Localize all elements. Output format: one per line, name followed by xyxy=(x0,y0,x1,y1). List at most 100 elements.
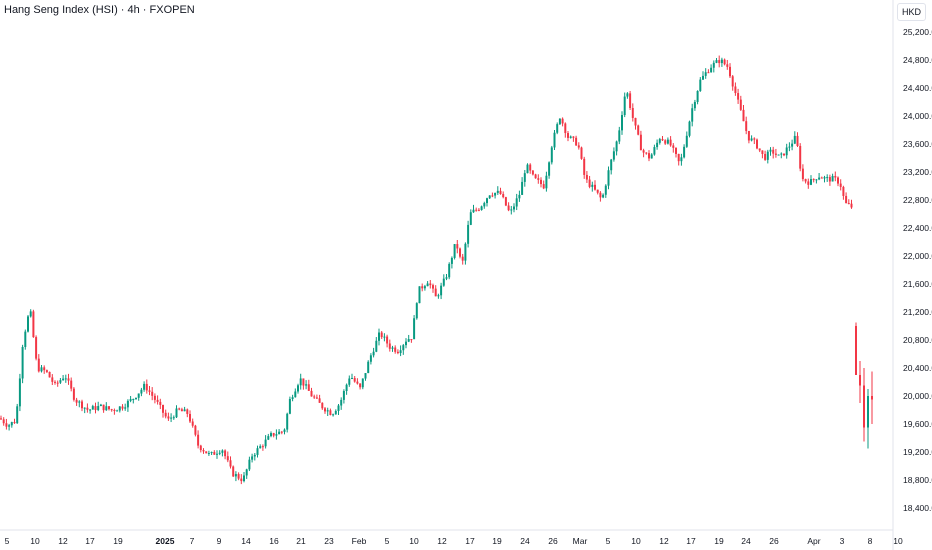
candle xyxy=(148,385,151,396)
candle xyxy=(518,190,521,202)
candle xyxy=(172,415,175,420)
candle xyxy=(777,154,780,156)
candle xyxy=(353,375,356,383)
candle xyxy=(159,398,162,410)
candle xyxy=(567,131,569,142)
x-tick-label: 17 xyxy=(85,536,95,546)
candle xyxy=(828,174,831,186)
y-tick-label: 20,000.0 xyxy=(903,391,932,401)
candle xyxy=(661,136,664,141)
candle xyxy=(402,343,405,355)
candle xyxy=(305,380,308,390)
candle xyxy=(791,139,794,151)
candle xyxy=(577,142,580,150)
candle xyxy=(270,431,272,438)
candle xyxy=(723,58,726,66)
candle xyxy=(59,377,62,384)
candle xyxy=(313,394,316,399)
candle xyxy=(83,407,86,414)
candle xyxy=(64,374,67,383)
candle xyxy=(793,131,796,145)
candle xyxy=(391,345,394,352)
candle xyxy=(871,371,873,424)
candle xyxy=(170,413,173,423)
candle xyxy=(831,173,834,182)
candle xyxy=(785,143,788,159)
candle xyxy=(78,400,81,408)
candle xyxy=(351,373,353,380)
candle xyxy=(432,283,434,293)
candle xyxy=(780,152,783,159)
candle xyxy=(302,378,305,390)
candle xyxy=(753,137,756,145)
candle xyxy=(105,402,108,411)
candle xyxy=(766,149,769,164)
candle xyxy=(0,415,2,420)
candle xyxy=(180,407,183,412)
x-tick-label: 9 xyxy=(217,536,222,546)
candle xyxy=(564,122,567,138)
candle xyxy=(801,164,804,182)
candle xyxy=(699,77,702,92)
candle xyxy=(688,120,691,138)
candle xyxy=(221,449,224,457)
candle xyxy=(834,171,837,182)
candle xyxy=(550,145,553,165)
candle xyxy=(523,170,526,187)
candle xyxy=(243,471,245,483)
candle xyxy=(226,451,229,463)
candle xyxy=(847,199,850,205)
candle xyxy=(137,393,140,401)
candle xyxy=(737,88,740,104)
y-tick-label: 18,400.0 xyxy=(903,503,932,513)
candle xyxy=(491,192,494,198)
candle xyxy=(572,136,575,142)
candle xyxy=(842,185,845,200)
candle xyxy=(113,408,116,415)
candle xyxy=(604,184,607,198)
candle xyxy=(245,468,248,479)
candle xyxy=(21,344,24,384)
candle xyxy=(734,82,737,96)
candle xyxy=(99,403,102,407)
candle xyxy=(629,90,632,111)
candle xyxy=(612,147,615,162)
candle xyxy=(162,404,164,418)
candle xyxy=(307,379,310,391)
candle xyxy=(437,293,440,299)
candle xyxy=(575,135,578,146)
candle xyxy=(483,201,486,209)
candle xyxy=(380,331,383,339)
candle xyxy=(275,429,278,440)
currency-badge[interactable]: HKD xyxy=(897,3,926,21)
candle xyxy=(278,429,281,435)
candle xyxy=(845,192,848,204)
candle xyxy=(280,430,283,435)
candle xyxy=(504,196,507,207)
candle xyxy=(507,202,510,212)
candle xyxy=(591,181,594,192)
candle xyxy=(477,208,480,212)
candle xyxy=(499,187,502,195)
x-tick-label: 26 xyxy=(548,536,558,546)
candle xyxy=(863,368,865,442)
candle xyxy=(310,387,313,397)
y-tick-label: 18,800.0 xyxy=(903,475,932,485)
candle xyxy=(167,412,170,421)
candle xyxy=(707,69,710,74)
candle xyxy=(264,435,267,449)
candle xyxy=(32,309,35,338)
candle xyxy=(502,191,505,199)
candle xyxy=(5,418,8,430)
candle xyxy=(855,322,857,375)
candle xyxy=(72,387,75,402)
candle xyxy=(67,373,70,385)
candle xyxy=(364,373,367,381)
candle xyxy=(542,180,545,190)
candle xyxy=(121,404,124,411)
candle xyxy=(229,456,232,469)
y-tick-label: 22,400.0 xyxy=(903,223,932,233)
candle xyxy=(672,143,675,153)
candle xyxy=(480,205,483,211)
